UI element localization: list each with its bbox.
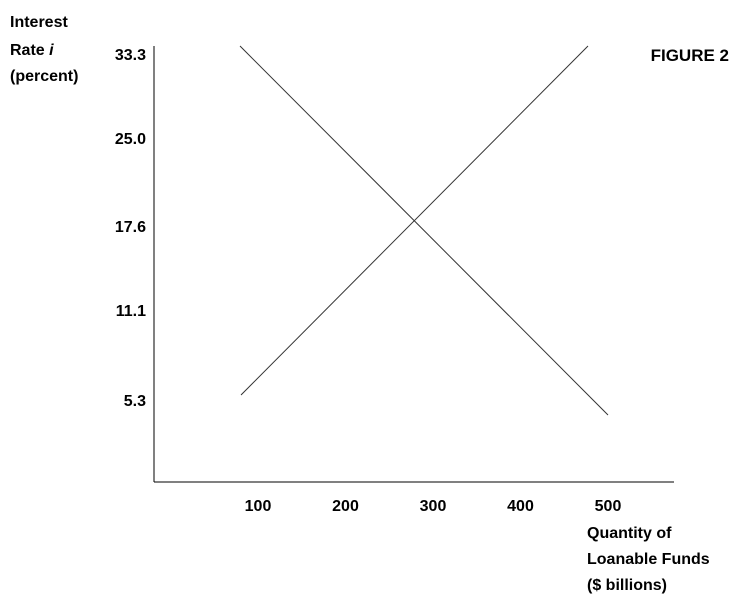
x-tick-label: 300 bbox=[420, 498, 447, 515]
series-line-2 bbox=[240, 45, 589, 396]
y-tick-label: 25.0 bbox=[115, 131, 146, 148]
x-axis-label: Quantity of Loanable Funds ($ billions) bbox=[587, 525, 710, 594]
y-axis-label-line: Interest bbox=[10, 14, 68, 31]
x-axis-label-line: Quantity of bbox=[587, 525, 672, 542]
y-tick-labels: 5.3 11.1 17.6 25.0 33.3 bbox=[115, 47, 146, 410]
chart-title: FIGURE 2 bbox=[651, 46, 729, 65]
x-tick-label: 200 bbox=[332, 498, 359, 515]
x-tick-label: 400 bbox=[507, 498, 534, 515]
y-tick-label: 5.3 bbox=[124, 393, 146, 410]
y-tick-label: 11.1 bbox=[116, 303, 146, 320]
y-axis-label-line: (percent) bbox=[10, 68, 78, 85]
x-tick-labels: 100 200 300 400 500 bbox=[245, 498, 622, 515]
y-axis-label: Interest Rate i (percent) bbox=[10, 14, 78, 85]
x-tick-label: 100 bbox=[245, 498, 272, 515]
y-axis-label-line: Rate i bbox=[10, 42, 54, 59]
x-axis-label-line: ($ billions) bbox=[587, 577, 667, 594]
x-axis-label-line: Loanable Funds bbox=[587, 551, 710, 568]
x-tick-label: 500 bbox=[595, 498, 622, 515]
y-tick-label: 33.3 bbox=[115, 47, 146, 64]
y-tick-label: 17.6 bbox=[115, 219, 146, 236]
series-line-1 bbox=[239, 45, 609, 416]
series-layer bbox=[239, 45, 609, 416]
axes bbox=[153, 46, 674, 483]
